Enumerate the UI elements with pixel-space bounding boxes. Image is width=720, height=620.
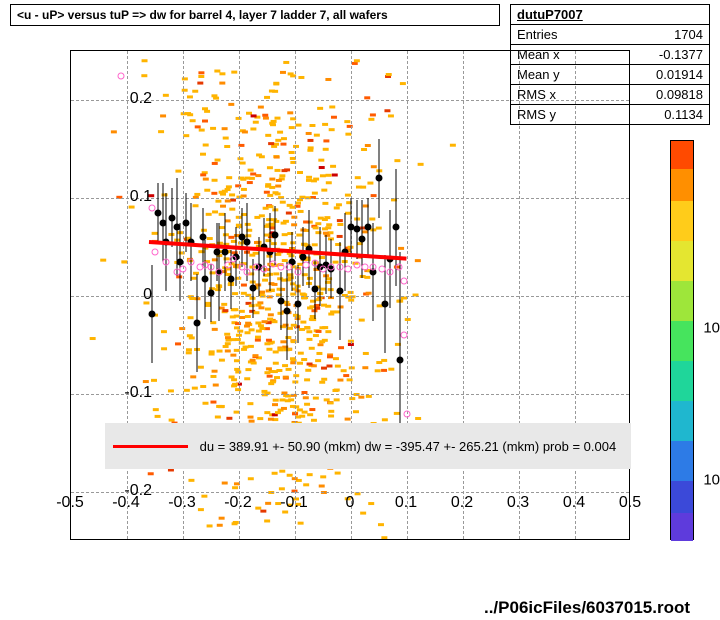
xtick-label: 0.1 — [395, 494, 417, 512]
data-point — [168, 214, 175, 221]
ytick-label: -0.2 — [124, 482, 152, 500]
xtick-label: 0.2 — [451, 494, 473, 512]
profile-point — [216, 268, 223, 275]
xtick-label: -0.5 — [56, 494, 84, 512]
plot-title: <u - uP> versus tuP => dw for barrel 4, … — [10, 4, 500, 26]
xtick-label: 0.5 — [619, 494, 641, 512]
root-canvas: <u - uP> versus tuP => dw for barrel 4, … — [0, 0, 720, 620]
profile-point — [152, 248, 159, 255]
ytick-label: 0.1 — [130, 188, 152, 206]
profile-point — [180, 265, 187, 272]
profile-point — [163, 258, 170, 265]
data-point — [392, 224, 399, 231]
data-point — [336, 288, 343, 295]
profile-point — [401, 332, 408, 339]
profile-point — [303, 261, 310, 268]
profile-point — [261, 265, 268, 272]
profile-point — [336, 263, 343, 270]
data-point — [381, 300, 388, 307]
profile-point — [278, 263, 285, 270]
xtick-label: 0 — [346, 494, 355, 512]
data-point — [278, 297, 285, 304]
data-point — [359, 236, 366, 243]
data-point — [353, 226, 360, 233]
profile-point — [328, 263, 335, 270]
stats-row: Entries1704 — [511, 25, 709, 45]
profile-point — [230, 255, 237, 262]
data-point — [300, 253, 307, 260]
ytick-label: 0 — [143, 286, 152, 304]
profile-point — [311, 259, 318, 266]
data-point — [294, 300, 301, 307]
data-point — [202, 276, 209, 283]
profile-point — [269, 260, 276, 267]
profile-point — [118, 72, 125, 79]
colorbar-tick: 10 — [703, 320, 720, 337]
data-point — [364, 224, 371, 231]
data-point — [227, 276, 234, 283]
data-point — [397, 356, 404, 363]
profile-point — [401, 278, 408, 285]
profile-point — [370, 263, 377, 270]
footer-filename: ../P06icFiles/6037015.root — [484, 598, 690, 618]
data-point — [376, 175, 383, 182]
xtick-label: -0.2 — [224, 494, 252, 512]
colorbar — [670, 140, 694, 540]
data-point — [154, 209, 161, 216]
profile-point — [362, 263, 369, 270]
plot-area: du = 389.91 +- 50.90 (mkm) dw = -395.47 … — [70, 50, 630, 540]
profile-point — [395, 263, 402, 270]
data-point — [272, 232, 279, 239]
fit-line-sample — [113, 445, 188, 448]
data-point — [149, 310, 156, 317]
profile-point — [345, 265, 352, 272]
stats-name: dutuP7007 — [511, 5, 709, 25]
profile-point — [244, 268, 251, 275]
xtick-label: -0.3 — [168, 494, 196, 512]
profile-point — [320, 265, 327, 272]
data-point — [283, 307, 290, 314]
profile-point — [208, 263, 215, 270]
xtick-label: 0.3 — [507, 494, 529, 512]
profile-point — [353, 261, 360, 268]
profile-point — [294, 268, 301, 275]
profile-point — [252, 263, 259, 270]
profile-point — [188, 258, 195, 265]
profile-point — [378, 265, 385, 272]
profile-point — [387, 268, 394, 275]
data-point — [194, 320, 201, 327]
data-point — [250, 285, 257, 292]
ytick-label: -0.1 — [124, 384, 152, 402]
colorbar-tick: 10 — [703, 472, 720, 489]
profile-point — [286, 263, 293, 270]
data-point — [208, 290, 215, 297]
xtick-label: -0.1 — [280, 494, 308, 512]
data-point — [222, 248, 229, 255]
data-point — [182, 219, 189, 226]
profile-point — [224, 261, 231, 268]
ytick-label: 0.2 — [130, 90, 152, 108]
title-text: <u - uP> versus tuP => dw for barrel 4, … — [17, 8, 388, 22]
profile-point — [404, 410, 411, 417]
fit-text: du = 389.91 +- 50.90 (mkm) dw = -395.47 … — [200, 439, 617, 454]
data-point — [311, 286, 318, 293]
fit-results-box: du = 389.91 +- 50.90 (mkm) dw = -395.47 … — [105, 423, 631, 469]
data-point — [244, 239, 251, 246]
xtick-label: 0.4 — [563, 494, 585, 512]
